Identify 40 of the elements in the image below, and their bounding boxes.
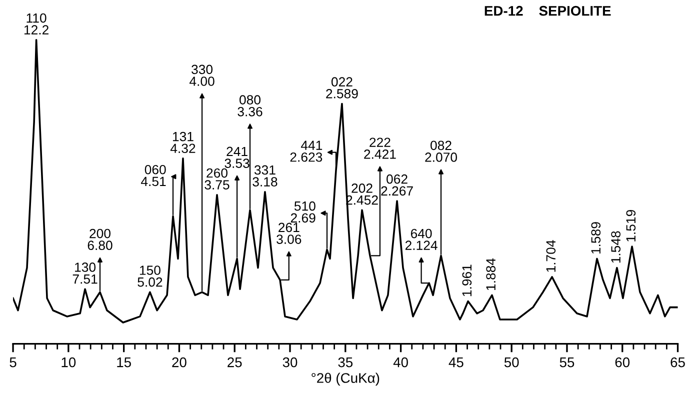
annotation: 110 12.2 bbox=[24, 13, 48, 34]
annotation: 1.589 bbox=[591, 222, 601, 254]
x-tick-label: 5 bbox=[10, 358, 16, 368]
annotation: 241 3.53 bbox=[224, 146, 250, 168]
x-tick-label: 50 bbox=[504, 357, 519, 368]
annotation: 060 4.51 bbox=[140, 164, 166, 186]
x-axis-title: °2θ (CuKα) bbox=[312, 372, 380, 386]
x-tick-label: 30 bbox=[282, 357, 298, 368]
chart-title: ED-12 SEPIOLITE bbox=[484, 6, 611, 16]
annotation: 510 2.69 bbox=[290, 201, 316, 223]
annotation: 1.961 bbox=[462, 264, 472, 296]
annotation: 260 3.75 bbox=[204, 168, 230, 190]
x-tick-label: 65 bbox=[670, 357, 685, 368]
annotation: 131 4.32 bbox=[170, 132, 196, 154]
annotation: 640 2.124 bbox=[405, 228, 438, 250]
annotation: 1.519 bbox=[626, 210, 636, 242]
annotation: 1.884 bbox=[486, 258, 496, 290]
annotation: 080 3.36 bbox=[238, 95, 262, 116]
annotation: 222 2.421 bbox=[364, 138, 396, 159]
x-tick-label: 45 bbox=[448, 358, 464, 368]
annotation: 261 3.06 bbox=[276, 222, 302, 244]
annotation: 1.548 bbox=[611, 231, 620, 263]
x-tick-label: 15 bbox=[117, 358, 131, 368]
x-tick-label: 20 bbox=[172, 357, 186, 368]
x-tick-label: 10 bbox=[62, 357, 76, 368]
annotation: 130 7.51 bbox=[72, 262, 98, 284]
annotation: 022 2.589 bbox=[326, 77, 358, 98]
x-tick-label: 25 bbox=[228, 357, 242, 368]
annotation: 082 2.070 bbox=[425, 140, 458, 162]
x-tick-label: 55 bbox=[560, 358, 574, 368]
annotation: 200 6.80 bbox=[88, 228, 112, 250]
annotation: 330 4.00 bbox=[190, 64, 214, 86]
x-tick-label: 40 bbox=[393, 357, 408, 368]
x-tick-label: 60 bbox=[615, 357, 630, 368]
annotation: 331 3.18 bbox=[252, 165, 278, 186]
annotation: 062 2.267 bbox=[381, 174, 413, 196]
x-tick-label: 35 bbox=[338, 357, 353, 368]
annotation: 1.704 bbox=[546, 240, 556, 272]
annotation: 150 5.02 bbox=[138, 266, 162, 287]
annotation: 441 2.623 bbox=[290, 140, 322, 162]
